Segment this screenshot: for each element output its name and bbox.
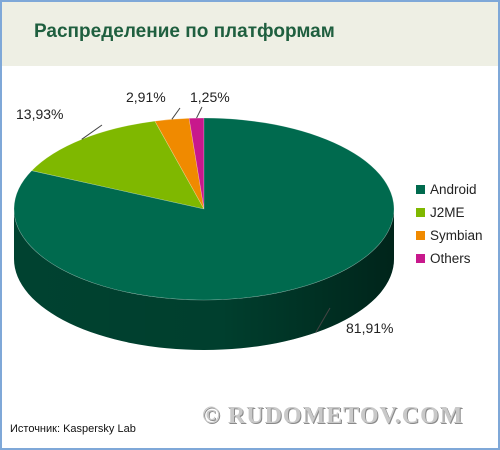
- pie-sides: [14, 209, 394, 350]
- pie-labels: 13,93% 2,91% 1,25% 81,91%: [16, 89, 393, 336]
- leader-line-android: [315, 307, 331, 333]
- legend-swatch-j2me: [416, 208, 425, 217]
- slice-symbian: [154, 117, 205, 210]
- pie-tops: [13, 117, 395, 301]
- leader-line-j2me: [81, 124, 103, 140]
- legend-swatch-others: [416, 254, 425, 263]
- data-label-android: 81,91%: [346, 320, 393, 336]
- watermark: © RUDOMETOV.COM: [202, 403, 464, 429]
- data-label-j2me: 13,93%: [16, 106, 63, 122]
- legend-swatch-symbian: [416, 231, 425, 240]
- pie-leaders: [81, 106, 331, 333]
- leader-line-symbian: [171, 107, 181, 120]
- data-label-others: 1,25%: [190, 89, 230, 105]
- data-label-symbian: 2,91%: [126, 89, 166, 105]
- leader-line-others: [196, 106, 203, 119]
- chart-title: Распределение по платформам: [34, 21, 335, 42]
- slice-side-shade: [14, 209, 394, 350]
- legend-label-j2me: J2ME: [430, 205, 465, 220]
- title-bar: Распределение по платформам: [2, 2, 498, 66]
- legend: Android J2ME Symbian Others: [416, 182, 483, 266]
- legend-label-android: Android: [430, 182, 477, 197]
- slice-others: [188, 117, 205, 210]
- legend-label-symbian: Symbian: [430, 228, 483, 243]
- slice-android: [13, 117, 395, 301]
- legend-swatch-android: [416, 185, 425, 194]
- legend-label-others: Others: [430, 251, 471, 266]
- source-note: Источник: Kaspersky Lab: [10, 423, 136, 435]
